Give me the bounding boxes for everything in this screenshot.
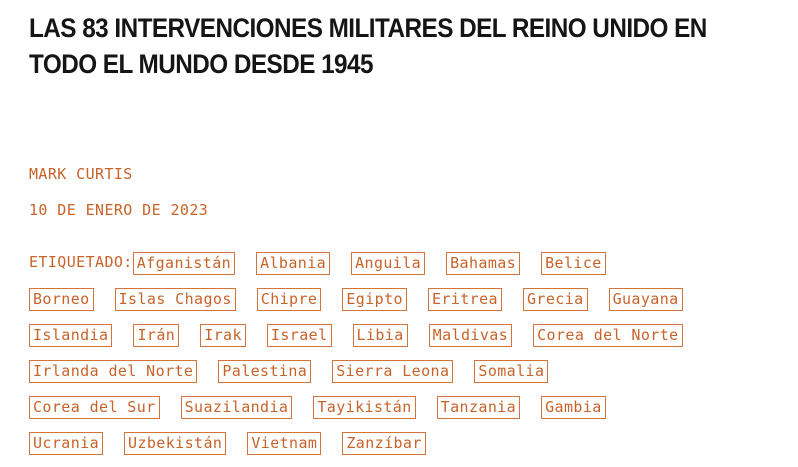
tag-link[interactable]: Tayikistán: [313, 395, 416, 419]
tag-link[interactable]: Ucrania: [29, 431, 104, 455]
tag-link[interactable]: Albania: [256, 251, 331, 275]
article-title: LAS 83 INTERVENCIONES MILITARES DEL REIN…: [29, 13, 707, 79]
tag-link[interactable]: Israel: [266, 323, 332, 347]
tag-link[interactable]: Bahamas: [446, 251, 521, 275]
author-link[interactable]: MARK CURTIS: [29, 165, 133, 183]
tag-link[interactable]: Sierra Leona: [332, 359, 454, 383]
tag-link[interactable]: Egipto: [342, 287, 407, 311]
tags-label: ETIQUETADO:: [29, 253, 133, 271]
tag-link[interactable]: Palestina: [218, 359, 312, 383]
tag-link[interactable]: Tanzania: [436, 395, 521, 419]
tag-link[interactable]: Belice: [541, 251, 606, 275]
tag-link[interactable]: Corea del Norte: [533, 323, 683, 347]
tag-link[interactable]: Zanzíbar: [342, 431, 426, 455]
tag-link[interactable]: Grecia: [522, 287, 588, 311]
tag-link[interactable]: Suazilandia: [180, 395, 293, 419]
tag-link[interactable]: Chipre: [256, 287, 322, 311]
tag-link[interactable]: Corea del Sur: [29, 395, 160, 419]
tag-link[interactable]: Afganistán: [132, 251, 236, 275]
tag-link[interactable]: Uzbekistán: [124, 431, 227, 455]
tag-link[interactable]: Anguila: [351, 251, 426, 275]
publish-date: 10 DE ENERO DE 2023: [29, 201, 209, 219]
tag-link[interactable]: Maldivas: [428, 323, 513, 347]
tag-link[interactable]: Islandia: [29, 323, 113, 347]
tag-link[interactable]: Guayana: [608, 287, 683, 311]
tag-link[interactable]: Gambia: [541, 395, 606, 419]
tag-link[interactable]: Irak: [200, 323, 246, 347]
tag-link[interactable]: Borneo: [29, 287, 94, 311]
tag-link[interactable]: Irlanda del Norte: [29, 359, 198, 383]
tag-list: ETIQUETADO: Afganistán Albania Anguila Ba…: [29, 244, 769, 461]
tag-link[interactable]: Somalia: [474, 359, 549, 383]
tag-link[interactable]: Islas Chagos: [114, 287, 236, 311]
tag-link[interactable]: Eritrea: [427, 287, 502, 311]
tag-link[interactable]: Vietnam: [247, 431, 322, 455]
article-header: LAS 83 INTERVENCIONES MILITARES DEL REIN…: [29, 10, 789, 455]
tag-link[interactable]: Irán: [133, 323, 180, 347]
tag-link[interactable]: Libia: [352, 323, 408, 347]
